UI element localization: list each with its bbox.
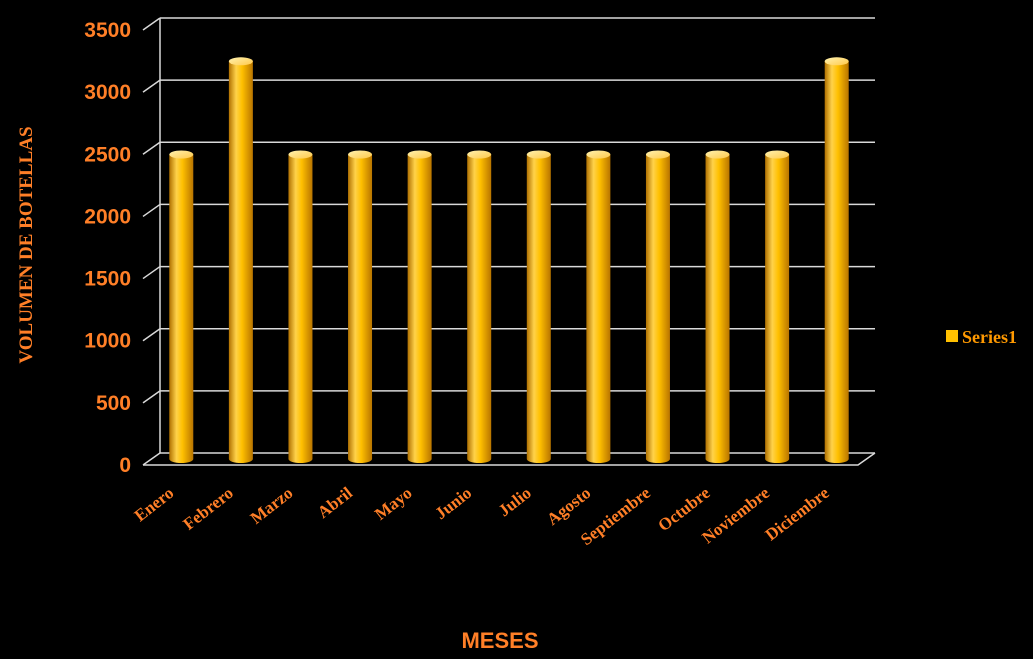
x-tick-label: Noviembre (698, 483, 773, 547)
bar-body (288, 154, 313, 463)
x-tick-label: Agosto (543, 483, 594, 529)
x-tick-label: Diciembre (762, 483, 833, 545)
bar-body (407, 154, 432, 463)
x-tick-label: Mayo (371, 483, 415, 524)
bar-enero (169, 150, 194, 463)
bar-julio (526, 150, 551, 463)
x-tick-labels: Enero Febrero Marzo Abril Mayo Junio Julio Agos… (131, 483, 833, 549)
bar-diciembre (824, 57, 849, 464)
gridline-side (142, 328, 161, 342)
bar-agosto (586, 150, 611, 463)
bar-body (705, 154, 730, 463)
bar-cap (169, 150, 194, 159)
x-tick-label: Marzo (247, 483, 297, 528)
bar-cap (467, 150, 492, 159)
gridline-side (142, 390, 161, 404)
y-tick-labels: 0 500 1000 1500 2000 2500 3000 3500 (84, 19, 131, 477)
legend: Series1 (946, 327, 1017, 347)
bar-cap (228, 57, 253, 66)
bar-body (228, 61, 253, 464)
bar-cap (407, 150, 432, 159)
y-tick-label: 1500 (84, 268, 131, 291)
gridline-side (142, 265, 161, 280)
bar-body (467, 154, 492, 463)
bar-marzo (288, 150, 313, 463)
bar-body (169, 154, 194, 463)
x-tick-label: Junio (431, 483, 475, 523)
x-tick-label: Febrero (180, 483, 237, 534)
x-tick-label: Julio (495, 483, 535, 520)
bar-noviembre (765, 150, 790, 463)
bar-febrero (228, 57, 253, 464)
y-tick-label: 500 (96, 392, 131, 415)
y-axis-title: VOLUMEN DE BOTELLAS (16, 126, 37, 363)
bar-mayo (407, 150, 432, 463)
bar-body (645, 154, 670, 463)
legend-swatch (946, 330, 958, 342)
gridline-side (142, 452, 161, 466)
bar-abril (348, 150, 373, 463)
y-tick-label: 2000 (84, 205, 131, 228)
y-tick-label: 3000 (84, 81, 131, 104)
y-tick-label: 0 (119, 454, 131, 477)
bar-body (765, 154, 790, 463)
y-tick-label: 2500 (84, 143, 131, 166)
bar-body (348, 154, 373, 463)
bar-cap (348, 150, 373, 159)
floor-edge (143, 452, 876, 466)
x-tick-label: Enero (131, 483, 177, 525)
y-tick-label: 3500 (84, 19, 131, 42)
bar-septiembre (645, 150, 670, 463)
bar-cap (586, 150, 611, 159)
bar-cap (765, 150, 790, 159)
gridline-side (142, 203, 161, 218)
x-tick-label: Abril (314, 483, 356, 522)
bar-cap (645, 150, 670, 159)
bar-cap (526, 150, 551, 159)
gridlines (142, 17, 876, 466)
bar-octubre (705, 150, 730, 463)
bar-body (586, 154, 611, 463)
bar-body (526, 154, 551, 463)
bar-cap (288, 150, 313, 159)
y-tick-label: 1000 (84, 330, 131, 353)
bar-body (824, 61, 849, 464)
legend-label: Series1 (962, 327, 1017, 347)
bar-cap (705, 150, 730, 159)
bar-cap (824, 57, 849, 66)
gridline-side (142, 79, 161, 93)
bar-junio (467, 150, 492, 463)
gridline-side (142, 141, 161, 155)
bars (169, 57, 849, 464)
x-axis-title: MESES (461, 628, 538, 653)
gridline-side (142, 17, 161, 31)
